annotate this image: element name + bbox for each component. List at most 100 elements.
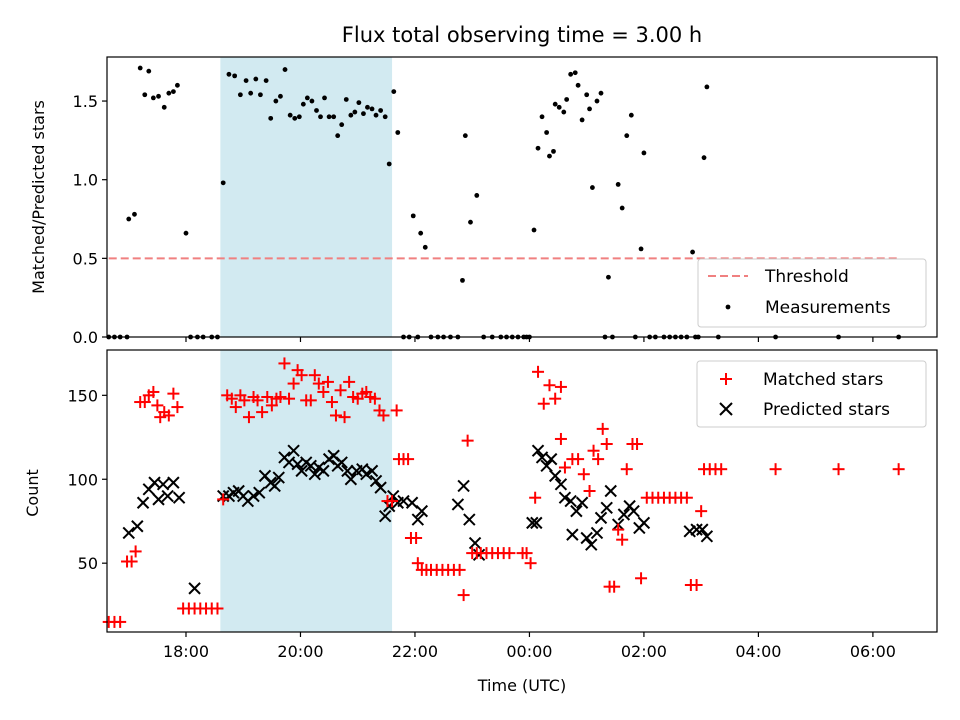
matched-point	[596, 422, 609, 435]
predicted-point	[604, 484, 617, 498]
measurement-point	[175, 82, 180, 88]
legend-matched-swatch	[720, 373, 732, 385]
measurement-point	[273, 98, 279, 104]
matched-point	[577, 468, 590, 481]
measurement-point	[226, 71, 232, 77]
measurement-point	[137, 65, 143, 71]
matched-point	[251, 394, 264, 407]
x-tick-label: 22:00	[392, 642, 438, 661]
predicted-point	[627, 504, 640, 518]
measurement-point	[462, 133, 468, 139]
bottom-legend: Matched stars Predicted stars	[696, 360, 927, 428]
predicted-point	[152, 493, 165, 506]
measurement-point	[568, 71, 574, 77]
matched-point	[631, 438, 644, 450]
measurement-point	[704, 84, 710, 90]
predicted-point	[131, 520, 144, 533]
matched-point	[312, 377, 325, 390]
measurement-point	[564, 97, 570, 102]
matched-point	[587, 444, 600, 457]
matched-point	[612, 523, 625, 536]
measurement-point	[292, 115, 298, 121]
measurement-point	[422, 244, 428, 250]
matched-point	[832, 463, 845, 476]
predicted-point	[317, 464, 330, 478]
matched-point	[543, 379, 556, 392]
measurement-point	[243, 78, 249, 83]
predicted-point	[335, 456, 348, 469]
measurement-point	[258, 92, 263, 98]
measurement-point	[300, 101, 306, 107]
measurement-point	[282, 67, 288, 72]
matched-point	[558, 461, 571, 474]
measurement-point	[166, 90, 172, 96]
measurement-point	[474, 193, 480, 198]
measurement-point	[551, 148, 556, 154]
top-legend: Threshold Measurements	[697, 258, 927, 328]
predicted-point	[167, 476, 180, 489]
measurement-point	[339, 122, 345, 128]
predicted-point	[585, 538, 598, 551]
matched-point	[583, 485, 596, 497]
matched-point	[520, 547, 533, 560]
measurement-point	[598, 90, 604, 96]
legend-measurement-swatch	[725, 304, 731, 310]
measurement-point	[287, 112, 293, 118]
predicted-point	[374, 481, 387, 494]
matched-point	[368, 392, 381, 405]
measurement-point	[544, 130, 550, 135]
matched-point	[317, 385, 330, 398]
matched-point	[524, 557, 537, 570]
predicted-points	[122, 444, 714, 595]
matched-point	[635, 572, 648, 585]
matched-point	[529, 491, 542, 504]
predicted-point	[341, 464, 354, 478]
matched-point	[217, 493, 230, 506]
measurement-point	[584, 92, 590, 98]
measurement-point	[460, 277, 465, 283]
x-tick-label: 02:00	[621, 642, 667, 661]
matched-point	[256, 406, 269, 419]
measurement-point	[248, 90, 254, 96]
measurement-point	[309, 98, 315, 104]
measurement-point	[606, 274, 611, 280]
predicted-point	[554, 478, 568, 491]
matched-point	[151, 399, 164, 412]
matched-point	[211, 602, 224, 615]
measurement-point	[237, 92, 243, 98]
matched-point	[229, 401, 242, 414]
measurement-point	[539, 114, 545, 120]
measurement-point	[126, 216, 132, 222]
predicted-point	[526, 516, 539, 530]
measurement-point	[624, 133, 630, 139]
x-axis-label: Time (UTC)	[477, 676, 566, 695]
predicted-point	[696, 523, 709, 536]
x-tick-label: 18:00	[163, 642, 209, 661]
predicted-point	[136, 496, 150, 509]
matched-point	[616, 533, 629, 546]
measurement-point	[365, 104, 370, 110]
predicted-point	[637, 516, 651, 530]
matched-point	[461, 434, 474, 447]
measurement-point	[263, 78, 269, 83]
measurement-point	[268, 115, 274, 121]
predicted-point	[386, 489, 400, 503]
matched-point	[386, 495, 399, 508]
matched-point	[138, 396, 151, 409]
predicted-point	[540, 459, 553, 473]
matched-point	[147, 385, 160, 398]
predicted-point	[295, 464, 308, 478]
measurement-point	[373, 112, 379, 118]
matched-point	[503, 547, 516, 560]
measurement-point	[386, 161, 392, 167]
predicted-point	[575, 496, 589, 509]
measurement-point	[304, 95, 310, 101]
matched-point	[572, 453, 585, 466]
matched-point	[690, 579, 703, 591]
matched-point	[457, 589, 470, 602]
measurement-point	[690, 249, 695, 255]
x-tick-label: 04:00	[735, 642, 781, 661]
matched-point	[125, 555, 138, 568]
